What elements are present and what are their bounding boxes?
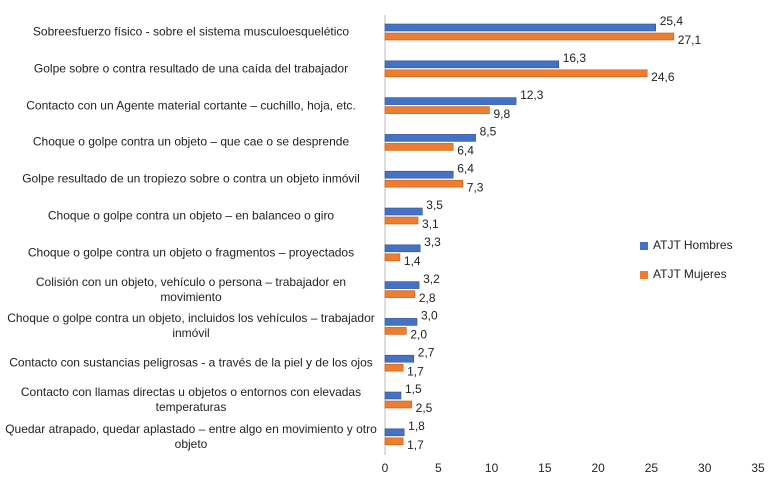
bar [384,143,454,151]
category-label: Contacto con sustancias peligrosas - a t… [9,355,373,370]
value-label: 1,7 [407,438,424,452]
value-label: 7,3 [467,180,484,194]
legend-swatch [640,242,648,250]
bar [384,400,412,409]
legend-swatch [640,271,648,279]
bar [384,207,423,216]
bar [384,170,454,179]
bar [384,32,675,41]
value-label: 2,7 [418,345,435,359]
bar [384,428,405,437]
category-label: Contacto con llamas directas u objetos o… [20,385,362,414]
bar [384,106,490,114]
bar [384,363,404,372]
category-label: Choque o golpe contra un objeto o fragme… [27,245,355,260]
bar [384,179,464,188]
category-label: Quedar atrapado, quedar aplastado – entr… [5,421,377,451]
bar [384,134,476,142]
bar [384,244,421,253]
value-label: 3,2 [423,272,440,286]
x-tick-label: 30 [698,461,712,475]
value-label: 3,0 [421,309,438,323]
x-tick-label: 10 [485,461,499,475]
value-label: 25,4 [660,14,684,28]
bar [384,69,648,78]
category-label: Choque o golpe contra un objeto – en bal… [47,208,335,223]
value-label: 2,0 [410,328,427,342]
category-label: Colisión con un objeto, vehículo o perso… [35,274,347,304]
value-label: 8,5 [480,125,497,139]
category-label: Contacto con un Agente material cortante… [26,98,356,113]
value-label: 6,4 [457,144,474,158]
value-label: 2,5 [416,401,433,415]
bar [384,253,401,262]
value-label: 1,7 [407,364,424,378]
x-tick-label: 20 [591,461,605,475]
category-label: Choque o golpe contra un objeto – que ca… [32,134,350,149]
value-label: 24,6 [651,70,675,84]
bar [384,391,402,400]
value-label: 12,3 [520,88,544,102]
bar [384,281,420,289]
bar [384,318,418,326]
value-label: 1,5 [405,382,422,396]
value-label: 3,3 [424,235,441,249]
x-tick-label: 35 [751,461,765,475]
value-label: 9,8 [493,107,510,121]
value-label: 3,5 [426,198,443,212]
category-label: Golpe sobre o contra resultado de una ca… [33,61,349,76]
bar [384,97,517,105]
category-label: Choque o golpe contra un objeto, incluid… [7,311,375,341]
x-tick-label: 15 [538,461,552,475]
x-tick-label: 25 [645,461,659,475]
value-label: 16,3 [563,51,587,65]
bar [384,290,416,298]
category-label: Sobreesfuerzo físico - sobre el sistema … [32,24,350,39]
legend-label: ATJT Hombres [653,238,733,252]
value-label: 27,1 [678,33,702,47]
bar [384,216,419,225]
value-label: 2,8 [419,291,436,305]
legend-label: ATJT Mujeres [653,267,727,281]
value-label: 6,4 [457,161,474,175]
value-label: 1,4 [404,254,421,268]
x-tick-label: 5 [435,461,442,475]
x-tick-label: 0 [382,461,389,475]
value-label: 1,8 [408,419,425,433]
bar [384,354,415,363]
bar [384,23,656,32]
category-label: Golpe resultado de un tropiezo sobre o c… [22,171,360,186]
bar [384,60,560,69]
bar [384,437,404,446]
value-label: 3,1 [422,217,439,231]
bar [384,327,407,335]
